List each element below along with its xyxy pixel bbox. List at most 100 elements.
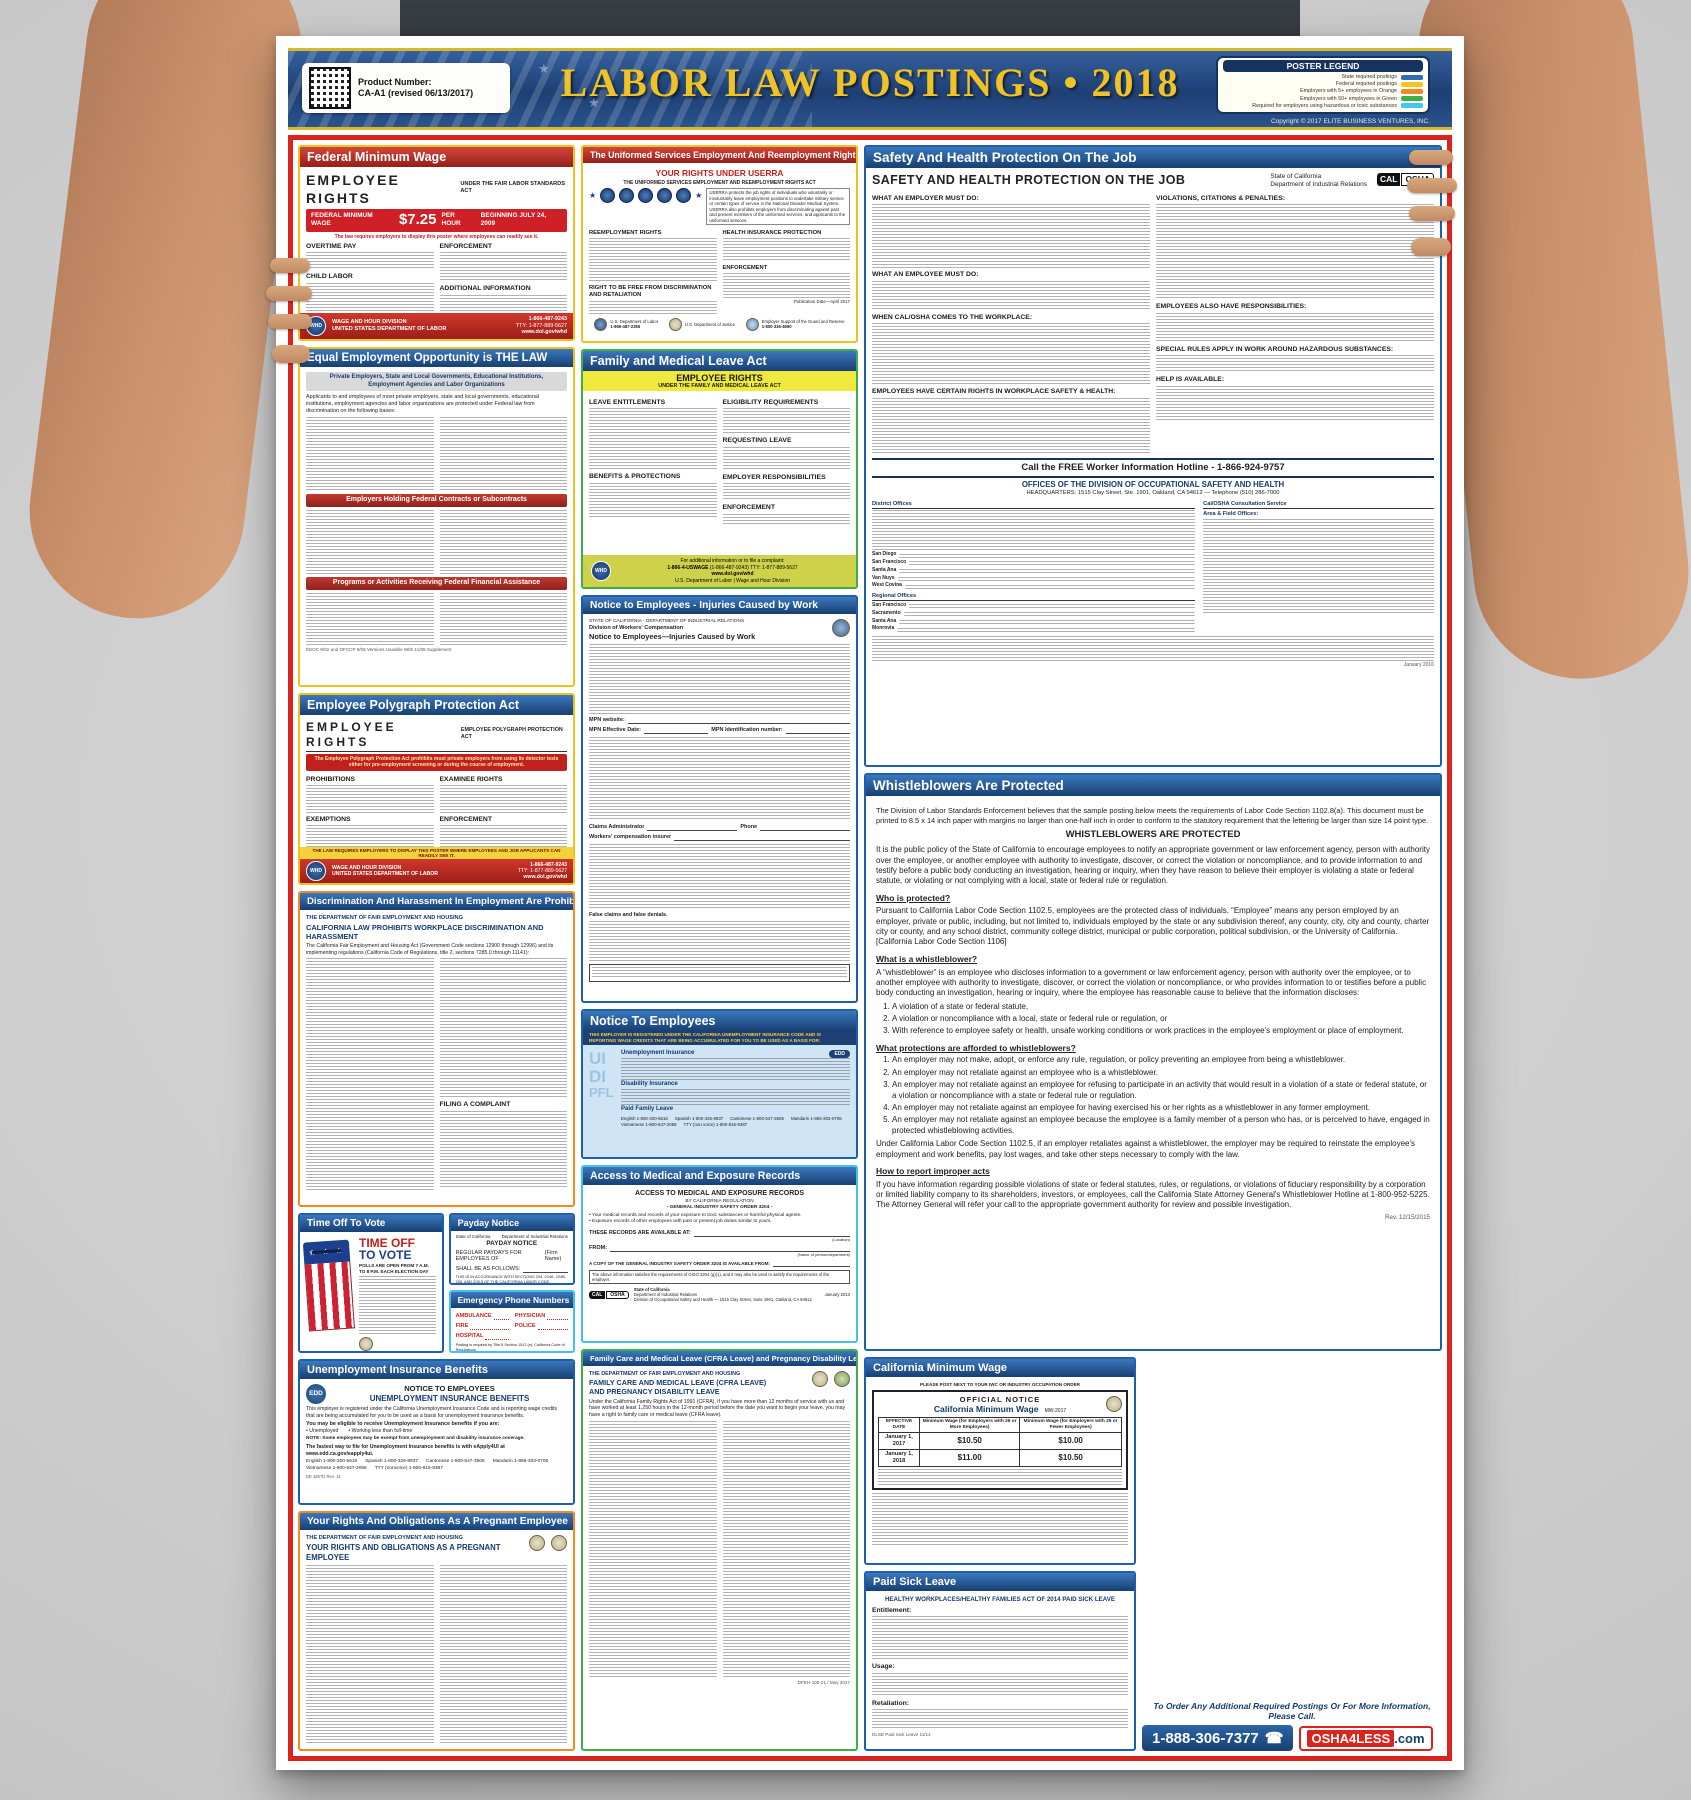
polygraph-title: EMPLOYEE RIGHTS [306,720,397,749]
text-lines [439,958,567,1099]
fmla-f2: U.S. Department of Labor | Wage and Hour… [675,577,790,584]
section-bar: Emergency Phone Numbers [450,1292,573,1308]
text-lines [722,446,850,471]
edd-phone: Vietnamese 1-800-547-2058 [621,1122,677,1128]
pol-heading: EXEMPTIONS [306,815,351,823]
footer-contact: 1-888-306-7377 ☎ OSHA4LESS .com [1142,1725,1442,1751]
dis-title: CALIFORNIA LAW PROHIBITS WORKPLACE DISCR… [306,922,544,942]
section-discrimination: Discrimination And Harassment In Employm… [298,891,575,1207]
section-federal-minimum-wage: Federal Minimum Wage EMPLOYEE RIGHTS UND… [298,145,575,341]
text-lines [306,510,434,574]
finger [1407,178,1457,193]
acc-foot2: Department of Industrial Relations [633,1292,698,1298]
usr-f3: Employer Support of the Guard and Reserv… [761,318,845,324]
usr-f1b: 1-866-487-2365 [610,324,641,330]
text-lines [592,966,847,979]
uib-phone: Vietnamese 1-800-547-2058 [306,1466,367,1472]
text-lines [439,784,567,813]
psl-form: DLSE Paid Sick Leave 11/14 [872,1732,931,1738]
section-body: State of California Department of Industr… [451,1231,573,1283]
pay-dept: Department of Industrial Relations [501,1234,568,1239]
section-body: EMPLOYEE RIGHTS UNDER THE FAIR LABOR STA… [300,167,573,313]
fmla-f1: For additional information or to file a … [680,558,785,564]
california-seal-icon [359,1337,373,1351]
fmla-heading: BENEFITS & PROTECTIONS [589,473,681,481]
uib-elig: You may be eligible to receive Unemploym… [306,1421,500,1427]
whi-list-item: An employer may not retaliate against an… [892,1080,1430,1101]
poster-title: LABOR LAW POSTINGS • 2018 [560,60,1180,105]
mw-rate: $10.00 [1019,1431,1122,1450]
mw-rate: $11.00 [919,1448,1021,1467]
userra-subtitle: THE UNIFORMED SERVICES EMPLOYMENT AND RE… [623,179,816,186]
usr-f3b: 1-800-336-4590 [761,324,792,330]
text-lines [306,252,434,271]
text-lines [1203,518,1434,615]
tty: TTY: 1-877-889-5627 [515,322,567,329]
vote-big-text: TIME OFF [359,1236,415,1250]
military-seal-icon [657,188,673,203]
finger [1409,206,1455,221]
pay-line2: SHALL BE AS FOLLOWS: [455,1266,521,1273]
psl-heading: Entitlement: [872,1606,912,1614]
mw-code: MW-2017 [1044,1408,1067,1415]
preg-dept: THE DEPARTMENT OF FAIR EMPLOYMENT AND HO… [306,1535,463,1541]
inj-false-claims: False claims and false denials. [589,912,668,919]
legend-swatch [1401,74,1423,80]
uib-title1: NOTICE TO EMPLOYEES [404,1384,495,1394]
whi-list-item: An employer may not make, adopt, or enfo… [892,1055,1430,1065]
text-lines [899,619,1196,624]
whi-policy: It is the public policy of the State of … [876,845,1430,886]
acc-foot1: State of California [633,1287,670,1293]
pay-state: State of California [455,1234,491,1239]
text-lines [904,584,1196,589]
star-icon: ★ [588,95,600,110]
whi-rev: Rev. 12/15/2015 [1385,1213,1430,1221]
usr-heading: ENFORCEMENT [722,265,768,272]
dfeh-seal-icon [529,1535,545,1551]
eeo-banner: Employers Holding Federal Contracts or S… [306,494,567,507]
left-column: Federal Minimum Wage EMPLOYEE RIGHTS UND… [298,145,575,1751]
minimum-wage-table: EFFECTIVE DATE Minimum Wage (for Employe… [877,1416,1122,1467]
legend-swatch [1401,81,1423,87]
section-body: PLEASE POST NEXT TO YOUR IWC OR INDUSTRY… [866,1377,1134,1563]
legend-title: POSTER LEGEND [1223,60,1423,72]
edd-phone: Mandarin 1-866-303-0706 [790,1115,842,1121]
uib-phone: Cantonese 1-800-547-3506 [426,1459,485,1465]
text-lines [722,408,850,435]
pay-line1: REGULAR PAYDAYS FOR EMPLOYEES OF [455,1249,522,1263]
qr-code-icon [309,67,351,109]
text-lines [722,238,850,263]
whi-protection-list: An employer may not make, adopt, or enfo… [892,1055,1430,1136]
section-body: SAFETY AND HEALTH PROTECTION ON THE JOB … [866,168,1440,765]
legend-item: State required postings [1223,74,1423,80]
fmla-phone: 1-866-4-USWAGE [667,564,709,571]
vote-payday-row: Time Off To Vote ★ ★ ★ TIME OFF TO VOTE … [298,1213,575,1353]
cal: CAL [1376,173,1401,186]
text-lines [909,604,1196,609]
section-body: EMPLOYEE RIGHTS EMPLOYEE POLYGRAPH PROTE… [300,715,573,847]
text-lines [872,635,1434,662]
fmla-heading: REQUESTING LEAVE [722,437,792,445]
region: Monrovia [872,625,895,632]
flsa-heading: OVERTIME PAY [306,243,357,250]
star-icon: ★ [538,61,550,76]
phone: 1-866-487-9243 [530,861,567,868]
cal: CAL [589,1290,606,1299]
pay-firm: (Firm Name) [544,1249,562,1263]
acc-bullet: Exposure records of other employees with… [592,1218,772,1224]
inj-division: Division of Workers' Compensation [589,624,684,631]
phone: 1-866-487-9243 [528,316,567,323]
legend-swatch [1401,89,1423,94]
inj-title: Notice to Employees—Injuries Caused by W… [589,631,756,641]
text-lines [306,1565,434,1745]
uib-fastest: The fastest way to file for Unemployment… [306,1444,505,1457]
osh-heading: WHEN CAL/OSHA COMES TO THE WORKPLACE: [872,313,1033,321]
whi-heading: What is a whistleblower? [876,953,978,964]
osh-dept: Department of Industrial Relations [1270,181,1367,188]
acc-name: (Name of person/department) [797,1251,850,1257]
section-body: THE DEPARTMENT OF FAIR EMPLOYMENT AND HO… [300,910,573,1205]
right-column: Safety And Health Protection On The Job … [864,145,1442,1751]
region: Sacramento [872,609,901,616]
section-edd-notice: Notice To Employees THIS EMPLOYER IS REG… [581,1009,858,1159]
mw-date: January 1, 2017 [877,1431,921,1450]
